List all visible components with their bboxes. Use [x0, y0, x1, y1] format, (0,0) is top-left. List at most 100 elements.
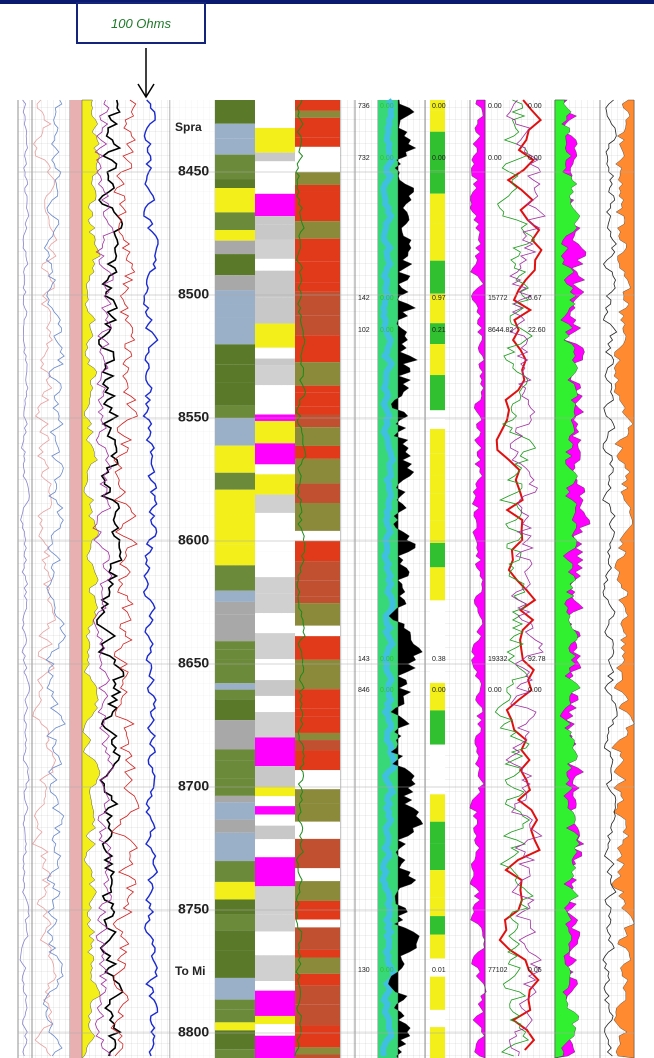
lithology-block — [255, 494, 295, 513]
formation-top: Spra — [175, 120, 202, 134]
log-fill — [81, 99, 101, 1058]
lithology-block — [255, 814, 295, 826]
lithology-block — [255, 659, 295, 681]
log-curve — [110, 99, 140, 1057]
top-bar — [0, 0, 654, 4]
lithology-block — [255, 577, 295, 594]
readout: 0.97 — [432, 295, 446, 302]
lithology-block — [215, 999, 255, 1010]
lithology-block — [215, 699, 255, 721]
lithology-block — [215, 290, 255, 305]
lithology-block — [430, 1027, 445, 1058]
log-curve — [294, 99, 307, 1057]
lithology-block — [215, 138, 255, 155]
lithology-block — [295, 238, 340, 262]
lithology-block — [215, 445, 255, 473]
log-fill — [388, 99, 424, 1058]
log-curve — [96, 99, 125, 1057]
lithology-block — [430, 260, 445, 294]
readout: 0.00 — [380, 327, 394, 334]
lithology-block — [215, 930, 255, 951]
lithology-block — [215, 382, 255, 406]
lithology-block — [255, 551, 295, 578]
lithology-block — [430, 475, 445, 494]
readout: 22.60 — [528, 327, 546, 334]
readout: 0.00 — [432, 687, 446, 694]
lithology-block — [215, 950, 255, 978]
lithology-block — [295, 561, 340, 581]
lithology-block — [295, 1025, 340, 1048]
lithology-block — [255, 825, 295, 840]
lithology-block — [430, 976, 445, 1010]
lithology-block — [430, 567, 445, 601]
lithology-block — [255, 270, 295, 298]
lithology-block — [255, 224, 295, 240]
lithology-block — [255, 347, 295, 359]
log-fill — [554, 99, 581, 1058]
lithology-block — [430, 843, 445, 871]
track-bg — [70, 100, 82, 1058]
log-curve — [142, 99, 159, 1057]
lithology-block — [215, 212, 255, 230]
readout: 0.00 — [488, 103, 502, 110]
depth-label: 8500 — [178, 286, 209, 302]
lithology-block — [255, 914, 295, 932]
lithology-block — [255, 593, 295, 614]
lithology-block — [215, 614, 255, 642]
lithology-block — [255, 766, 295, 787]
lithology-block — [295, 750, 340, 771]
readout: 0.00 — [488, 155, 502, 162]
lithology-block — [430, 520, 445, 543]
lithology-block — [295, 362, 340, 386]
readout: 0.00 — [380, 155, 394, 162]
lithology-block — [255, 365, 295, 386]
lithology-block — [430, 870, 445, 898]
lithology-block — [255, 613, 295, 634]
lithology-block — [215, 123, 255, 139]
lithology-block — [430, 958, 445, 977]
readout: 0.00 — [528, 103, 542, 110]
lithology-block — [295, 881, 340, 901]
log-curve — [19, 99, 30, 1057]
lithology-block — [255, 695, 295, 713]
readout: 0.00 — [488, 687, 502, 694]
lithology-block — [430, 344, 445, 376]
lithology-block — [430, 897, 445, 917]
depth-label: 8750 — [178, 901, 209, 917]
lithology-block — [430, 682, 445, 711]
lithology-block — [255, 981, 295, 991]
lithology-block — [215, 344, 255, 365]
lithology-block — [295, 100, 340, 111]
readout: 736 — [358, 103, 370, 110]
lithology-block — [255, 239, 295, 259]
lithology-block — [295, 708, 340, 717]
lithology-block — [255, 385, 295, 415]
readout: 0.00 — [528, 687, 542, 694]
lithology-block — [430, 934, 445, 959]
lithology-block — [430, 916, 445, 935]
lithology-block — [255, 216, 295, 225]
readout: 130 — [358, 967, 370, 974]
log-curve — [602, 99, 618, 1057]
lithology-block — [430, 630, 445, 645]
lithology-block — [255, 464, 295, 475]
readout: 732 — [358, 155, 370, 162]
log-curve — [32, 99, 58, 1057]
lithology-block — [255, 839, 295, 858]
lithology-block — [295, 716, 340, 733]
lithology-block — [295, 184, 340, 192]
lithology-block — [295, 291, 340, 316]
lithology-block — [215, 418, 255, 446]
lithology-block — [215, 544, 255, 566]
lithology-block — [295, 868, 340, 882]
readout: 15772 — [488, 295, 508, 302]
readout: 143 — [358, 656, 370, 663]
readout: 0.00 — [380, 295, 394, 302]
log-curve — [495, 99, 543, 1051]
lithology-block — [215, 1022, 255, 1031]
lithology-block — [430, 762, 445, 795]
lithology-block — [215, 601, 255, 615]
lithology-block — [295, 770, 340, 790]
lithology-block — [215, 795, 255, 803]
lithology-block — [215, 489, 255, 516]
